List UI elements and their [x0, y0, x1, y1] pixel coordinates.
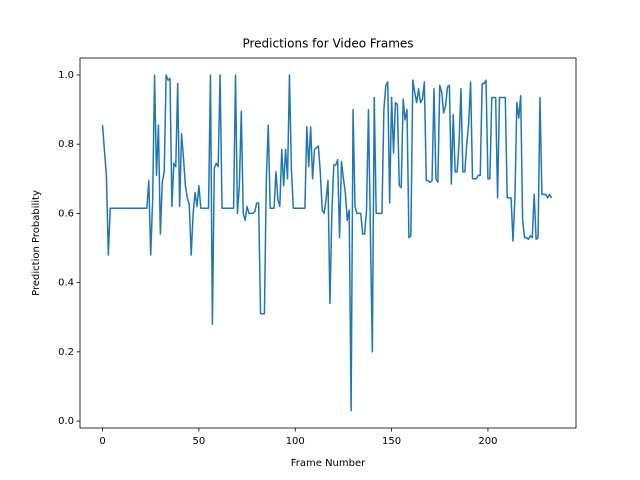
plot-frame [79, 57, 577, 429]
y-tick-label: 0.6 [58, 208, 74, 219]
y-tick-label: 0.4 [58, 278, 74, 289]
y-tick-label: 0.0 [58, 416, 74, 427]
x-tick-label: 0 [99, 436, 105, 447]
y-tick-label: 0.8 [58, 139, 74, 150]
y-tick-label: 0.2 [58, 347, 74, 358]
x-tick-label: 200 [478, 436, 497, 447]
x-tick-label: 50 [193, 436, 206, 447]
x-tick-label: 100 [286, 436, 305, 447]
x-tick-label: 150 [382, 436, 401, 447]
chart-title: Predictions for Video Frames [242, 37, 413, 51]
x-axis-label: Frame Number [291, 458, 366, 469]
y-tick-label: 1.0 [58, 70, 74, 81]
y-axis-label: Prediction Probability [31, 190, 42, 296]
data-line [101, 74, 553, 412]
